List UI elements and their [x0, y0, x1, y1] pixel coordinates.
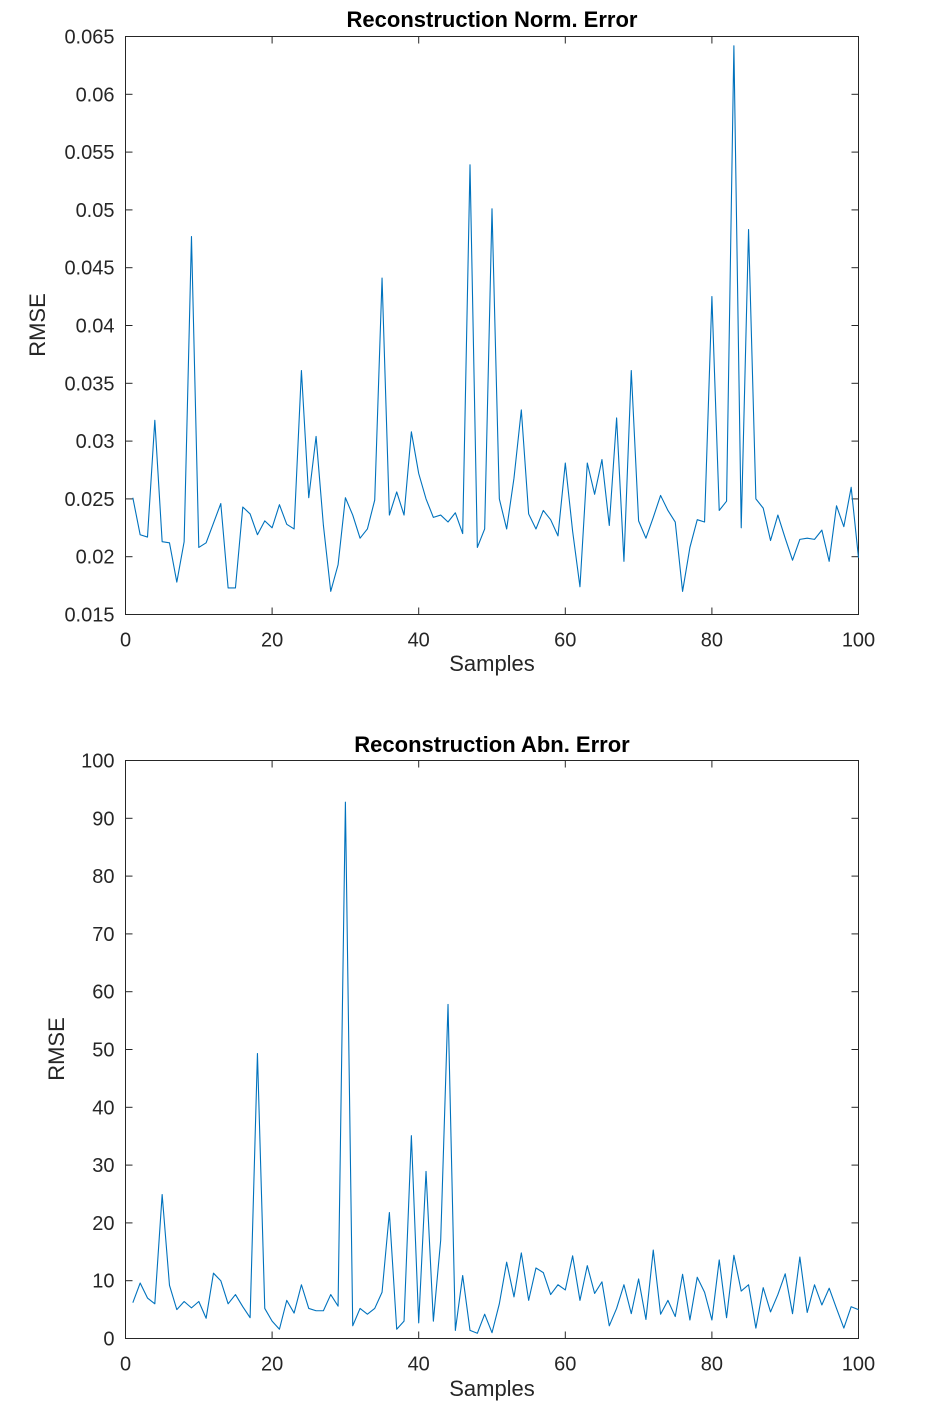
- chart-norm-ytick-label: 0.035: [64, 373, 114, 395]
- chart-abn-yticks: 0 10 20 30 40 50 60 70 80 90 100: [81, 751, 859, 1351]
- chart-norm-ytick-label: 0.04: [76, 316, 115, 338]
- chart-abn-xtick-label: 100: [842, 1354, 875, 1376]
- chart-abn-ytick-label: 10: [92, 1271, 114, 1293]
- chart-norm-ytick-label: 0.055: [64, 142, 114, 164]
- chart-norm-xtick-label: 20: [261, 630, 283, 652]
- chart-norm-ytick-label: 0.065: [64, 27, 114, 49]
- chart-norm-xticks: 0 20 40 60 80 100: [120, 36, 875, 652]
- chart-abn-xticks: 0 20 40 60 80 100: [120, 760, 875, 1376]
- chart-norm-xlabel: Samples: [449, 651, 535, 676]
- chart-abn-xlabel: Samples: [449, 1376, 535, 1401]
- chart-norm-series-line: [132, 45, 860, 592]
- chart-norm-xtick-label: 100: [842, 630, 875, 652]
- chart-norm-ytick-label: 0.045: [64, 258, 114, 280]
- chart-norm-xtick-label: 80: [701, 630, 723, 652]
- chart-abn-ytick-label: 20: [92, 1213, 114, 1235]
- chart-abn-xtick-label: 0: [120, 1354, 131, 1376]
- chart-abn-xtick-label: 60: [554, 1354, 576, 1376]
- chart-norm-ytick-label: 0.05: [76, 200, 115, 222]
- chart-norm-xtick-label: 60: [554, 630, 576, 652]
- chart-abn-ytick-label: 70: [92, 924, 114, 946]
- chart-abn-ytick-label: 80: [92, 866, 114, 888]
- chart-norm-ytick-label: 0.02: [76, 547, 115, 569]
- chart-abn-ytick-label: 40: [92, 1097, 114, 1119]
- chart-norm-ytick-label: 0.025: [64, 489, 114, 511]
- chart-abn-ylabel: RMSE: [44, 1017, 69, 1081]
- chart-abn-ytick-label: 0: [103, 1329, 114, 1351]
- chart-abn-ytick-label: 50: [92, 1040, 114, 1062]
- chart-abn-ytick-label: 90: [92, 808, 114, 830]
- chart-abn-title: Reconstruction Abn. Error: [354, 732, 630, 757]
- chart-abn-xtick-label: 40: [408, 1354, 430, 1376]
- chart-abn-xtick-label: 80: [701, 1354, 723, 1376]
- chart-norm-xtick-label: 40: [408, 630, 430, 652]
- chart-norm-title: Reconstruction Norm. Error: [347, 7, 638, 32]
- chart-norm-ytick-label: 0.015: [64, 605, 114, 627]
- chart-abn-ytick-label: 30: [92, 1155, 114, 1177]
- chart-abn-ytick-label: 60: [92, 982, 114, 1004]
- chart-norm-error: Reconstruction Norm. Error 0 20 40 60 80 100 …: [25, 7, 875, 676]
- chart-norm-yticks: 0.015 0.02 0.025 0.03 0.035 0.04 0.045 0.05 0.05…: [64, 27, 859, 627]
- chart-norm-ytick-label: 0.06: [76, 84, 115, 106]
- chart-norm-ytick-label: 0.03: [76, 431, 115, 453]
- chart-norm-ylabel: RMSE: [25, 293, 50, 357]
- chart-abn-xtick-label: 20: [261, 1354, 283, 1376]
- chart-abn-error: Reconstruction Abn. Error 0 20 40 60 80 100 0…: [44, 732, 875, 1401]
- chart-abn-ytick-label: 100: [81, 751, 114, 773]
- chart-abn-series-line: [132, 801, 859, 1334]
- chart-norm-xtick-label: 0: [120, 630, 131, 652]
